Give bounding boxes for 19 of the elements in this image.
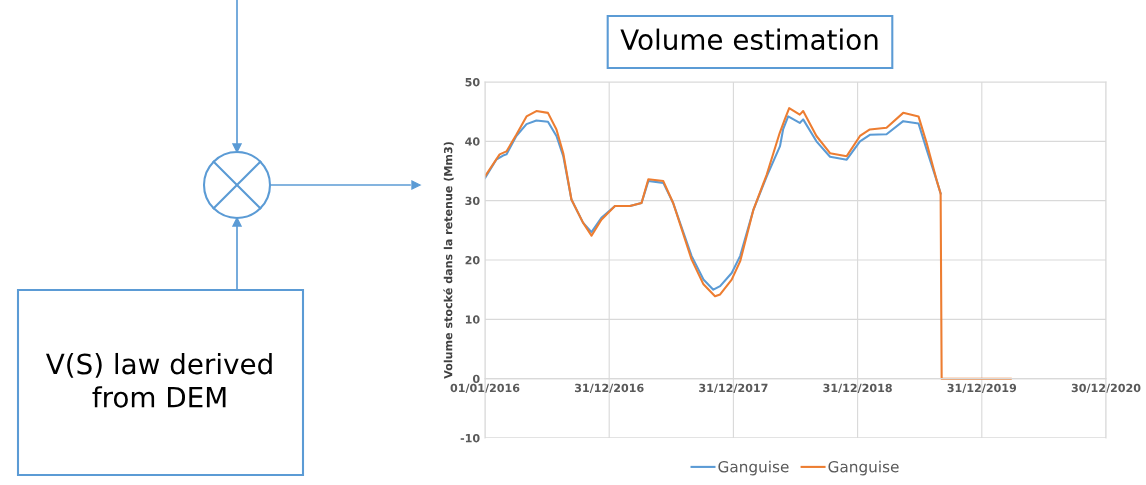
y-tick-label: 50 — [465, 77, 480, 87]
legend-label: Ganguise — [718, 460, 789, 476]
y-tick-label: 40 — [465, 137, 480, 146]
chart-title: Volume estimation — [620, 28, 878, 51]
legend-label: Ganguise — [828, 460, 899, 476]
y-tick-label: 20 — [465, 255, 480, 265]
x-tick-label: 30/12/2020 — [1071, 383, 1141, 393]
y-tick-label: -10 — [460, 433, 480, 443]
y-tick-label: 10 — [465, 315, 480, 324]
x-tick-label: 31/12/2017 — [699, 383, 768, 393]
y-axis-title: Volume stocké dans la retenue (Mm3) — [443, 142, 454, 379]
x-tick-label: 31/12/2019 — [947, 383, 1017, 393]
x-tick-label: 31/12/2018 — [823, 383, 892, 393]
y-tick-label: 0 — [472, 374, 480, 384]
x-tick-label: 01/01/2016 — [450, 383, 520, 393]
x-tick-label: 31/12/2016 — [574, 383, 644, 393]
text: V(S) law derived from DEM — [45, 352, 272, 408]
line-series — [485, 107, 1012, 380]
y-tick-label: 30 — [465, 196, 480, 206]
